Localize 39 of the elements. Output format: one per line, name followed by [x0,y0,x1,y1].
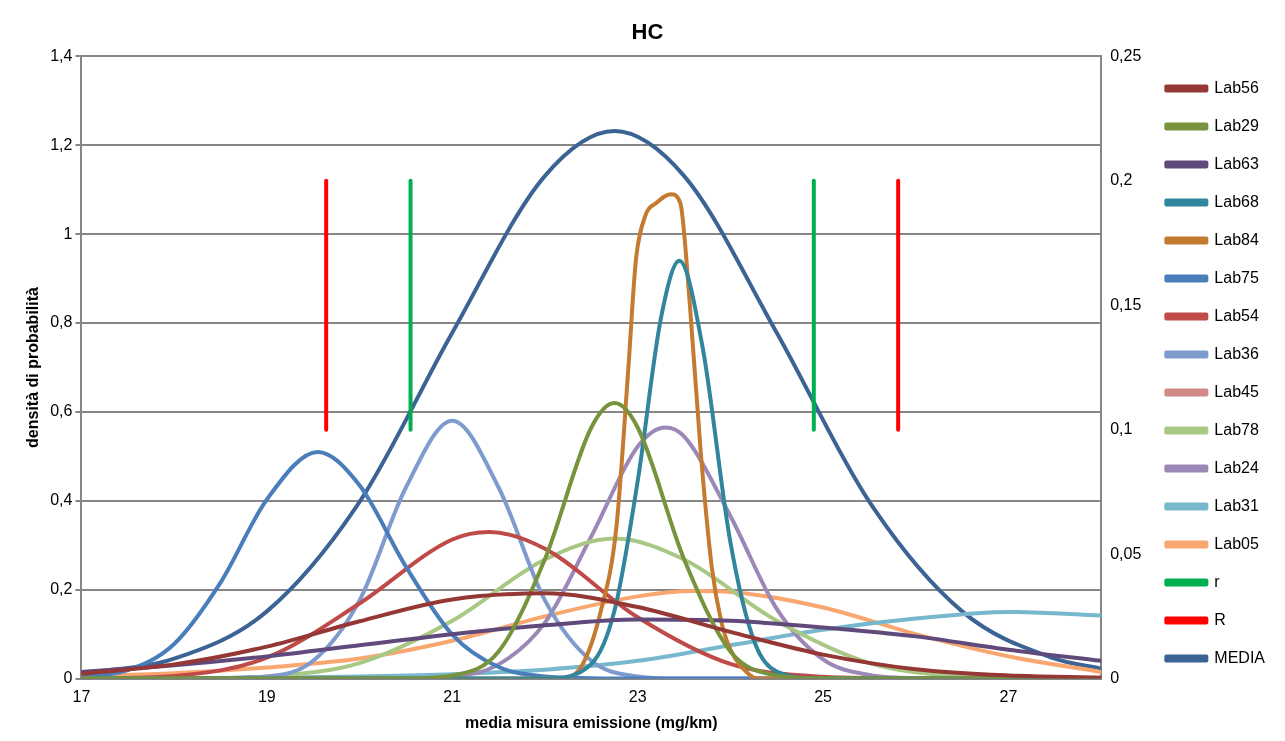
legend-label: Lab24 [1214,458,1259,476]
y-tick-label: 1 [63,224,73,242]
y-tick-label: 0,2 [50,580,73,598]
y-tick-label: 1,4 [50,46,73,64]
legend-label: Lab54 [1214,306,1259,324]
x-tick-label: 25 [814,687,833,705]
x-tick-label: 23 [628,687,647,705]
legend-label: Lab36 [1214,344,1259,362]
legend-label: Lab75 [1214,268,1259,286]
legend-label: Lab56 [1214,78,1259,96]
legend-label: Lab05 [1214,534,1259,552]
y2-tick-label: 0,25 [1110,46,1142,64]
y-tick-label: 0,8 [50,313,73,331]
y-tick-label: 0,6 [50,402,73,420]
legend-label: Lab45 [1214,382,1259,400]
x-tick-label: 21 [443,687,462,705]
x-tick-label: 17 [72,687,91,705]
y-tick-label: 0,4 [50,491,73,509]
chart-title: HC [631,19,664,45]
y2-tick-label: 0 [1110,669,1120,687]
x-tick-label: 19 [257,687,276,705]
y2-tick-label: 0,15 [1110,295,1142,313]
legend-label: Lab78 [1214,420,1259,438]
legend-label: Lab31 [1214,496,1259,514]
y-axis-title: densità di probabilità [24,286,42,448]
y-tick-label: 0 [63,669,73,687]
y2-tick-label: 0,2 [1110,171,1133,189]
legend-label: R [1214,610,1226,628]
y2-tick-label: 0,1 [1110,420,1133,438]
legend-label: Lab68 [1214,192,1259,210]
legend-label: r [1214,572,1221,590]
legend-label: MEDIA [1214,648,1266,666]
x-tick-label: 27 [999,687,1018,705]
y2-tick-label: 0,05 [1110,544,1142,562]
legend-label: Lab84 [1214,230,1259,248]
y-tick-label: 1,2 [50,135,73,153]
x-axis-title: media misura emissione (mg/km) [465,713,718,731]
legend-label: Lab63 [1214,154,1259,172]
legend-label: Lab29 [1214,116,1259,134]
